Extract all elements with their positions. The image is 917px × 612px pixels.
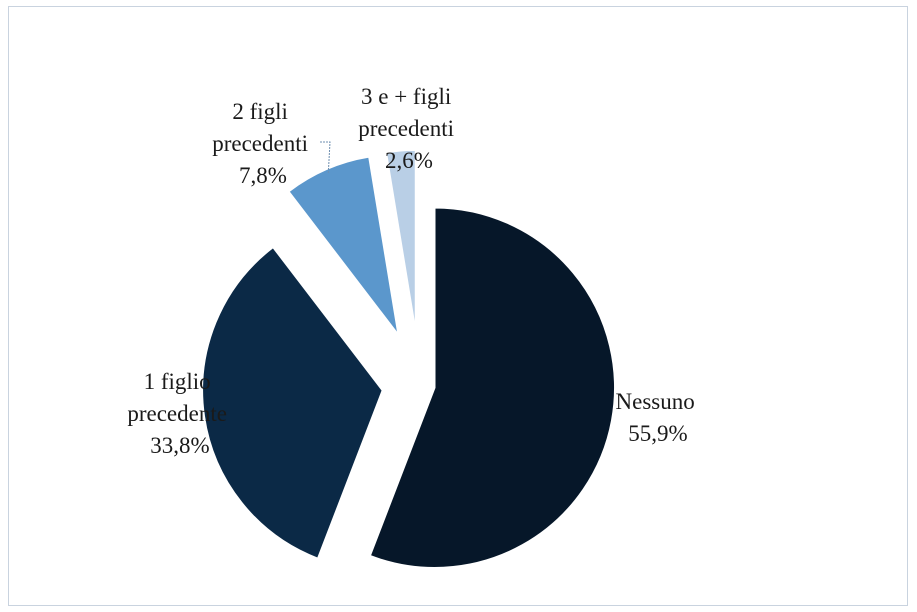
label-3-figli-line-2: precedenti [358,116,454,141]
label-3-figli-line-1: 3 e + figli [361,84,451,109]
label-3-figli: 3 e + figli precedenti 2,6% [358,84,460,173]
label-1-figlio-line-2: precedente [127,401,227,426]
pie-slice-nessuno [369,206,616,569]
pie-slice-3-figli [385,149,417,331]
label-3-figli-line-3: 2,6% [385,148,433,173]
label-1-figlio-line-1: 1 figlio [144,369,211,394]
label-nessuno: Nessuno 55,9% [616,389,701,446]
label-2-figli-line-1: 2 figli [232,99,288,124]
pie-slice-1-figlio [201,246,384,560]
label-nessuno-line-1: Nessuno [616,389,695,414]
label-2-figli-line-3: 7,8% [239,163,287,188]
label-nessuno-line-2: 55,9% [628,421,687,446]
pie-slices [201,149,616,569]
label-1-figlio: 1 figlio precedente 33,8% [127,369,232,458]
pie-slice-2-figli [287,156,399,335]
leader-line-2-figli [320,141,331,174]
label-2-figli-line-2: precedenti [212,131,308,156]
label-2-figli: 2 figli precedenti 7,8% [212,99,314,188]
leader-lines [320,141,331,174]
label-1-figlio-line-3: 33,8% [150,433,209,458]
